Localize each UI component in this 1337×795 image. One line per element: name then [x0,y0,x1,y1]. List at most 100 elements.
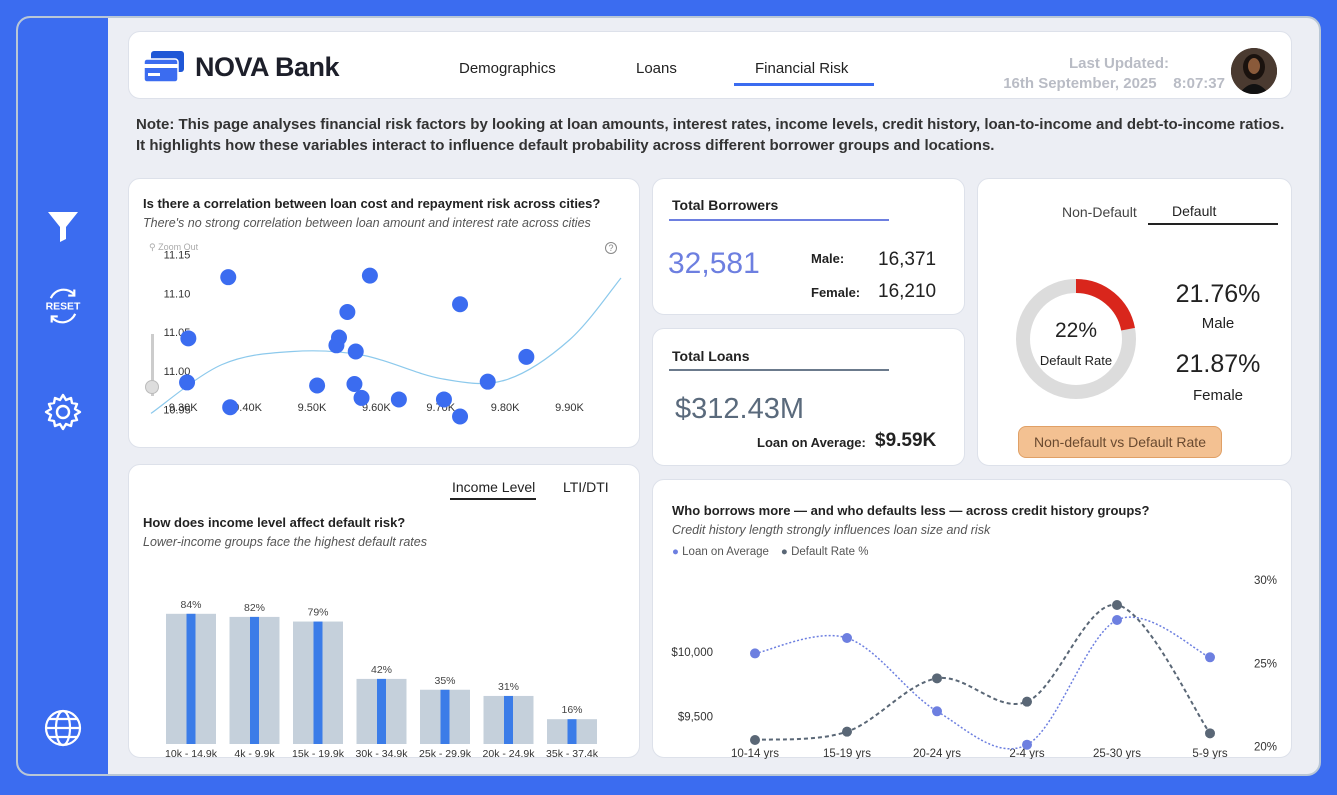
tab-loans[interactable]: Loans [636,60,677,77]
last-updated-value: 16th September, 2025 8:07:37 [1003,75,1225,92]
x-tick-label: 9.30K [169,402,198,414]
x-tick-label: 20k - 24.9k [483,748,536,759]
male-default-pct: 21.76% [1175,280,1261,308]
x-tick-label: 10-14 yrs [731,748,779,759]
scatter-point [346,375,363,392]
sidebar: RESET [18,18,108,774]
right-axis-tick: 25% [1254,658,1277,670]
total-loans-value: $312.43M [675,393,804,425]
series-point [932,673,942,684]
tab-lti-dti[interactable]: LTI/DTI [563,479,609,495]
tab-default[interactable]: Default [1172,203,1217,219]
kpi-underline [669,369,889,371]
chart-legend: ● Loan on Average ● Default Rate % [672,546,868,558]
scatter-point [328,337,345,354]
series-point [1205,728,1215,739]
series-point [750,735,760,745]
scatter-point [309,377,326,394]
filter-icon[interactable] [43,206,83,246]
scatter-point [479,373,496,390]
income-subtitle: Lower-income groups face the highest def… [143,535,427,549]
bar-data-label: 16% [561,704,582,716]
bar-data-label: 31% [498,681,519,693]
bar-inner [504,695,513,744]
left-axis-tick: $10,000 [671,647,713,659]
total-borrowers-label: Total Borrowers [672,197,779,213]
bar-inner [250,616,259,744]
scatter-point [179,374,196,391]
x-tick-label: 9.40K [233,402,262,414]
bank-card-icon [143,51,184,83]
x-tick-label: 9.80K [491,402,520,414]
series-point [1112,600,1122,610]
help-icon[interactable]: ? [605,242,617,254]
total-borrowers-value: 32,581 [668,247,760,280]
y-tick-label: 11.10 [164,288,191,300]
series-point [1022,696,1032,707]
tab-financial-risk[interactable]: Financial Risk [755,60,849,77]
bar-inner [440,689,450,744]
x-tick-label: 25-30 yrs [1093,748,1141,759]
zoom-slider-track[interactable] [151,334,154,396]
series-point [932,706,942,717]
scatter-point [390,391,407,408]
x-tick-label: 9.60K [362,402,391,414]
zoom-slider-handle[interactable] [145,380,159,394]
last-updated: Last Updated: 16th September, 2025 8:07:… [1003,54,1225,94]
series-point [842,726,852,737]
bar-data-label: 35% [434,675,455,687]
tab-non-default[interactable]: Non-Default [1062,204,1137,220]
income-bar-chart: 84% 10k - 14.9k 82% 4k - 9.9k 79% 15k - 19.9k… [165,599,599,759]
x-tick-label: 15k - 19.9k [292,748,345,759]
male-label: Male: [811,251,845,266]
page-note: Note: This page analyses financial risk … [136,116,1285,154]
zoom-out-button[interactable]: ⚲ Zoom Out [149,242,199,252]
total-borrowers-card: Total Borrowers 32,581 Male: 16,371 Fema… [652,178,965,315]
x-tick-label: 2-4 yrs [1009,748,1044,759]
total-loans-card: Total Loans $312.43M Loan on Average: $9… [652,328,965,466]
bar-data-label: 84% [180,599,201,611]
left-axis-tick: $9,500 [678,711,713,723]
scatter-point [361,267,378,284]
brand: NOVA Bank [143,50,340,84]
series-point [1112,615,1122,625]
scatter-title: Is there a correlation between loan cost… [143,196,601,211]
donut-label: Default Rate [1039,353,1113,368]
income-level-card: Income Level LTI/DTI How does income lev… [128,464,640,759]
male-default-label: Male [1201,315,1235,332]
right-axis-tick: 20% [1254,742,1277,754]
female-default-pct: 21.87% [1175,350,1261,378]
donut-default-segment [1016,279,1136,399]
trend-line [150,277,622,414]
legend-loan-average: ● Loan on Average [672,546,769,558]
non-default-vs-default-button[interactable]: Non-default vs Default Rate [1018,426,1222,458]
x-tick-label: 4k - 9.9k [234,748,275,759]
scatter-card: Is there a correlation between loan cost… [128,178,640,448]
y-tick-label: 10.95 [163,405,191,417]
series-point [1022,739,1032,750]
bar-data-label: 79% [307,607,328,619]
credit-subtitle: Credit history length strongly influence… [672,523,991,537]
brand-name: NOVA Bank [195,51,340,82]
reset-icon[interactable]: RESET [43,284,83,328]
bar-data-label: 82% [244,602,265,614]
tab-demographics[interactable]: Demographics [459,60,556,77]
series-point [1205,652,1215,663]
scatter-point [353,389,370,406]
reset-label: RESET [46,301,81,312]
avatar[interactable] [1231,48,1277,94]
x-tick-label: 20-24 yrs [913,748,961,759]
tab-income-level[interactable]: Income Level [452,479,536,495]
right-axis-tick: 30% [1254,575,1277,587]
default-rate-card: Non-Default Default 22% Default Rate 21.… [977,178,1292,466]
scatter-point [452,408,469,425]
globe-icon[interactable] [43,708,83,748]
gear-icon[interactable] [43,392,83,432]
series-point [750,648,760,659]
x-tick-label: 35k - 37.4k [546,748,599,759]
bar-data-label: 42% [371,664,392,676]
active-tab-indicator [1148,223,1278,225]
bar-inner [567,719,577,744]
scatter-point [220,269,237,286]
